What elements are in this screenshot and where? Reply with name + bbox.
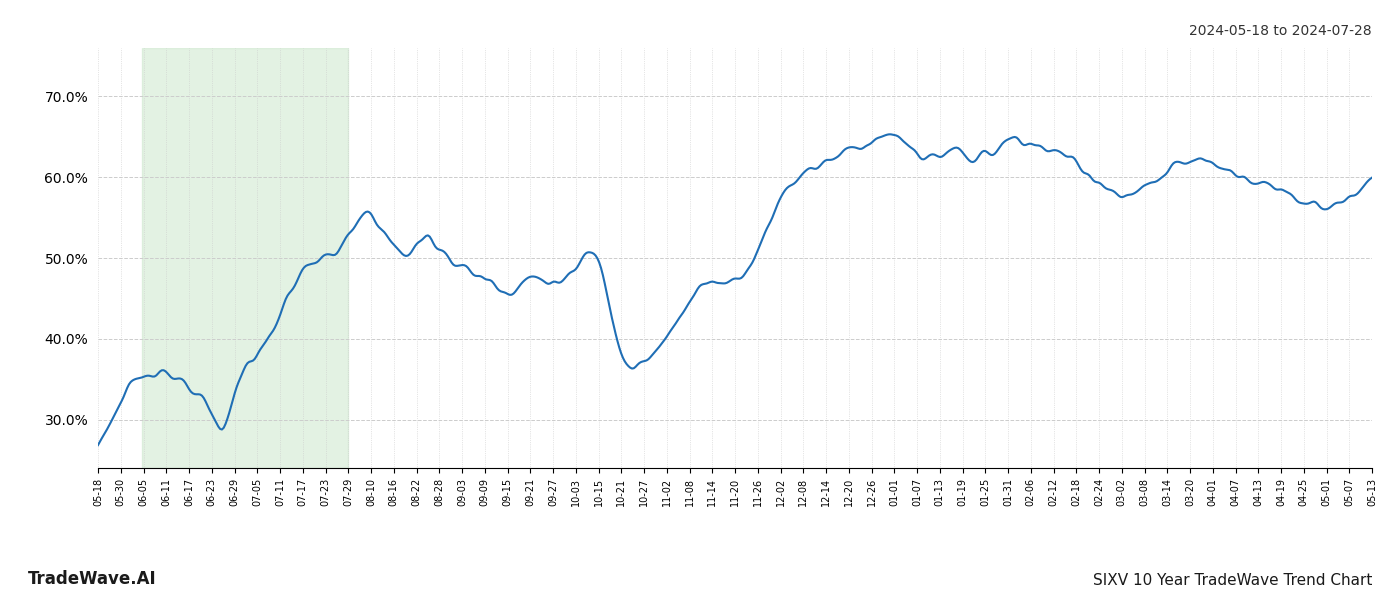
Text: 2024-05-18 to 2024-07-28: 2024-05-18 to 2024-07-28 bbox=[1190, 24, 1372, 38]
Bar bbox=[141, 48, 347, 468]
Text: SIXV 10 Year TradeWave Trend Chart: SIXV 10 Year TradeWave Trend Chart bbox=[1092, 573, 1372, 588]
Text: TradeWave.AI: TradeWave.AI bbox=[28, 570, 157, 588]
